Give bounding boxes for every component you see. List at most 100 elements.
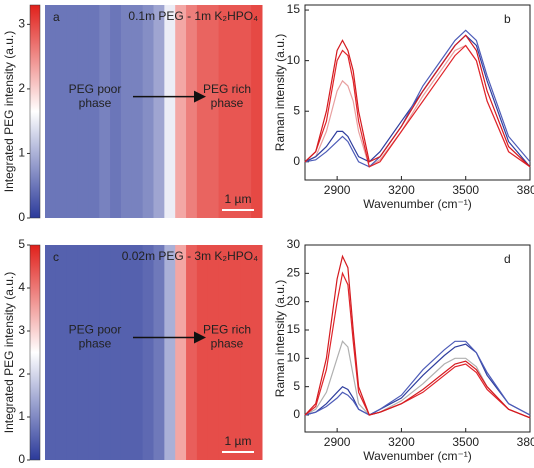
panel-label: a (53, 10, 60, 24)
y-tick-label: 25 (287, 266, 301, 280)
x-tick-label: 3200 (388, 183, 415, 197)
y-tick-label: 5 (293, 103, 300, 117)
heatmap-cell (240, 245, 252, 460)
heatmap-cell (196, 245, 209, 460)
heatmap-cell (77, 5, 89, 218)
colorbar (29, 244, 41, 461)
heatmap-cell (142, 245, 154, 460)
annotation: phase (79, 337, 112, 351)
x-axis-label: Wavenumber (cm⁻¹) (363, 449, 472, 463)
y-tick-label: 5 (293, 379, 300, 393)
spectrum-line (304, 44, 531, 168)
y-tick-label: 15 (287, 2, 301, 16)
heatmap-cell (131, 245, 144, 460)
heatmap-cell (240, 5, 252, 218)
colorbar-tick-label: 0 (18, 210, 25, 224)
plot-frame (304, 244, 531, 433)
panel-label: d (504, 252, 511, 266)
spectrum-line (304, 254, 531, 419)
y-axis-label: Raman intensity (a.u.) (273, 34, 287, 151)
y-tick-label: 15 (287, 322, 301, 336)
plot-frame (304, 4, 531, 181)
y-tick-label: 0 (293, 154, 300, 168)
heatmap-cell (66, 245, 79, 460)
colorbar (29, 4, 41, 219)
y-tick-label: 20 (287, 294, 301, 308)
heatmap-cell (153, 245, 165, 460)
heatmap-cell (229, 5, 241, 218)
heatmap-cell (251, 245, 263, 460)
heatmap-cell (164, 5, 176, 218)
colorbar-tick-label: 3 (18, 17, 25, 31)
heatmap-cell (99, 245, 111, 460)
heatmap-cell (186, 5, 198, 218)
x-tick-label: 3800 (517, 435, 534, 449)
y-tick-label: 30 (287, 237, 301, 251)
heatmap-cell (120, 5, 133, 218)
heatmap-cell (77, 245, 89, 460)
heatmap-cell (142, 5, 154, 218)
heatmap-cell (207, 245, 220, 460)
colorbar-tick-label: 5 (18, 237, 25, 251)
heatmap-cell (88, 5, 100, 218)
y-tick-label: 10 (287, 351, 301, 365)
x-tick-label: 2900 (324, 183, 351, 197)
annotation: PEG rich (203, 82, 251, 96)
heatmap-cell (66, 5, 79, 218)
map-title: 0.02m PEG - 3m K₂HPO₄ (122, 249, 258, 263)
annotation: PEG poor (69, 82, 122, 96)
colorbar-tick-label: 1 (18, 409, 25, 423)
x-tick-label: 3500 (452, 435, 479, 449)
heatmap-cell (45, 245, 57, 460)
heatmap-cell (207, 5, 220, 218)
heatmap-cell (110, 245, 122, 460)
annotation: phase (211, 337, 244, 351)
x-tick-label: 3200 (388, 435, 415, 449)
heatmap-cell (88, 245, 100, 460)
colorbar-label: Integrated PEG intensity (a.u.) (2, 31, 16, 192)
colorbar-tick-label: 0 (18, 452, 25, 466)
x-axis-label: Wavenumber (cm⁻¹) (363, 197, 472, 211)
spectrum-line (304, 340, 531, 419)
x-tick-label: 2900 (324, 435, 351, 449)
heatmap-cell (153, 5, 165, 218)
heatmap-cell (251, 5, 263, 218)
heatmap-cell (175, 245, 187, 460)
colorbar-tick-label: 2 (18, 81, 25, 95)
heatmap-cell (120, 245, 133, 460)
y-axis-label: Raman intensity (a.u.) (273, 280, 287, 397)
heatmap-cell (218, 245, 230, 460)
colorbar-tick-label: 1 (18, 146, 25, 160)
heatmap-cell (99, 5, 111, 218)
annotation: PEG rich (203, 323, 251, 337)
annotation: PEG poor (69, 323, 122, 337)
scale-bar-label: 1 µm (225, 434, 252, 448)
scale-bar-label: 1 µm (225, 192, 252, 206)
heatmap-cell (218, 5, 230, 218)
spectrum-line (304, 34, 531, 168)
heatmap-cell (45, 5, 57, 218)
heatmap-cell (55, 5, 68, 218)
annotation: phase (211, 96, 244, 110)
colorbar-label: Integrated PEG intensity (a.u.) (2, 272, 16, 433)
heatmap-cell (164, 245, 176, 460)
map-title: 0.1m PEG - 1m K₂HPO₄ (128, 9, 258, 23)
colorbar-tick-label: 3 (18, 323, 25, 337)
x-tick-label: 3500 (452, 183, 479, 197)
heatmap-cell (186, 245, 198, 460)
annotation: phase (79, 96, 112, 110)
heatmap-cell (110, 5, 122, 218)
spectrum-line (304, 340, 531, 416)
heatmap-cell (175, 5, 187, 218)
colorbar-tick-label: 4 (18, 280, 25, 294)
colorbar-tick-label: 2 (18, 366, 25, 380)
panel-label: c (53, 250, 59, 264)
heatmap-cell (229, 245, 241, 460)
panel-label: b (504, 12, 511, 26)
spectrum-line (304, 34, 531, 168)
y-tick-label: 0 (293, 407, 300, 421)
y-tick-label: 10 (287, 53, 301, 67)
heatmap-cell (55, 245, 68, 460)
heatmap-cell (131, 5, 144, 218)
